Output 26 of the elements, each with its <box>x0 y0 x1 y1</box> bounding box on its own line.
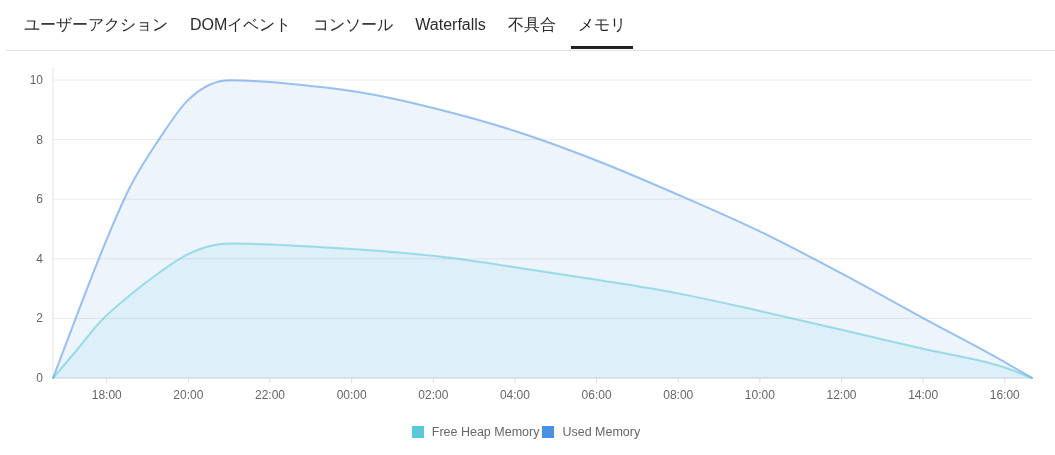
text: 不具合 <box>507 15 556 35</box>
x-tick-label: 12:00 <box>826 388 857 402</box>
text: ユーザーアクション <box>24 15 168 35</box>
x-tick-label: 22:00 <box>255 388 286 402</box>
legend-label: Used Memory <box>562 424 641 440</box>
text: メモリ <box>577 15 626 35</box>
y-tick-label: 6 <box>36 192 44 207</box>
x-tick-label: 06:00 <box>581 388 612 402</box>
legend-label: Free Heap Memory <box>431 424 540 440</box>
y-tick-label: 0 <box>36 371 44 385</box>
x-tick-label: 10:00 <box>744 388 776 402</box>
x-tick-label: 14:00 <box>908 388 939 402</box>
y-tick-label: 8 <box>36 132 44 147</box>
x-tick-label: 08:00 <box>663 388 694 402</box>
y-tick-label: 2 <box>36 311 44 326</box>
x-tick-label: 00:00 <box>336 388 368 402</box>
text: Waterfalls <box>415 15 486 35</box>
x-tick-label: 18:00 <box>91 388 123 402</box>
text: DOMイベント <box>190 15 292 35</box>
x-tick-label: 16:00 <box>989 388 1021 402</box>
x-tick-label: 20:00 <box>173 388 204 402</box>
x-tick-label: 02:00 <box>418 388 449 402</box>
y-tick-label: 10 <box>29 73 44 87</box>
y-tick-label: 4 <box>36 251 44 266</box>
x-tick-label: 04:00 <box>499 388 531 402</box>
text: コンソール <box>313 15 394 35</box>
